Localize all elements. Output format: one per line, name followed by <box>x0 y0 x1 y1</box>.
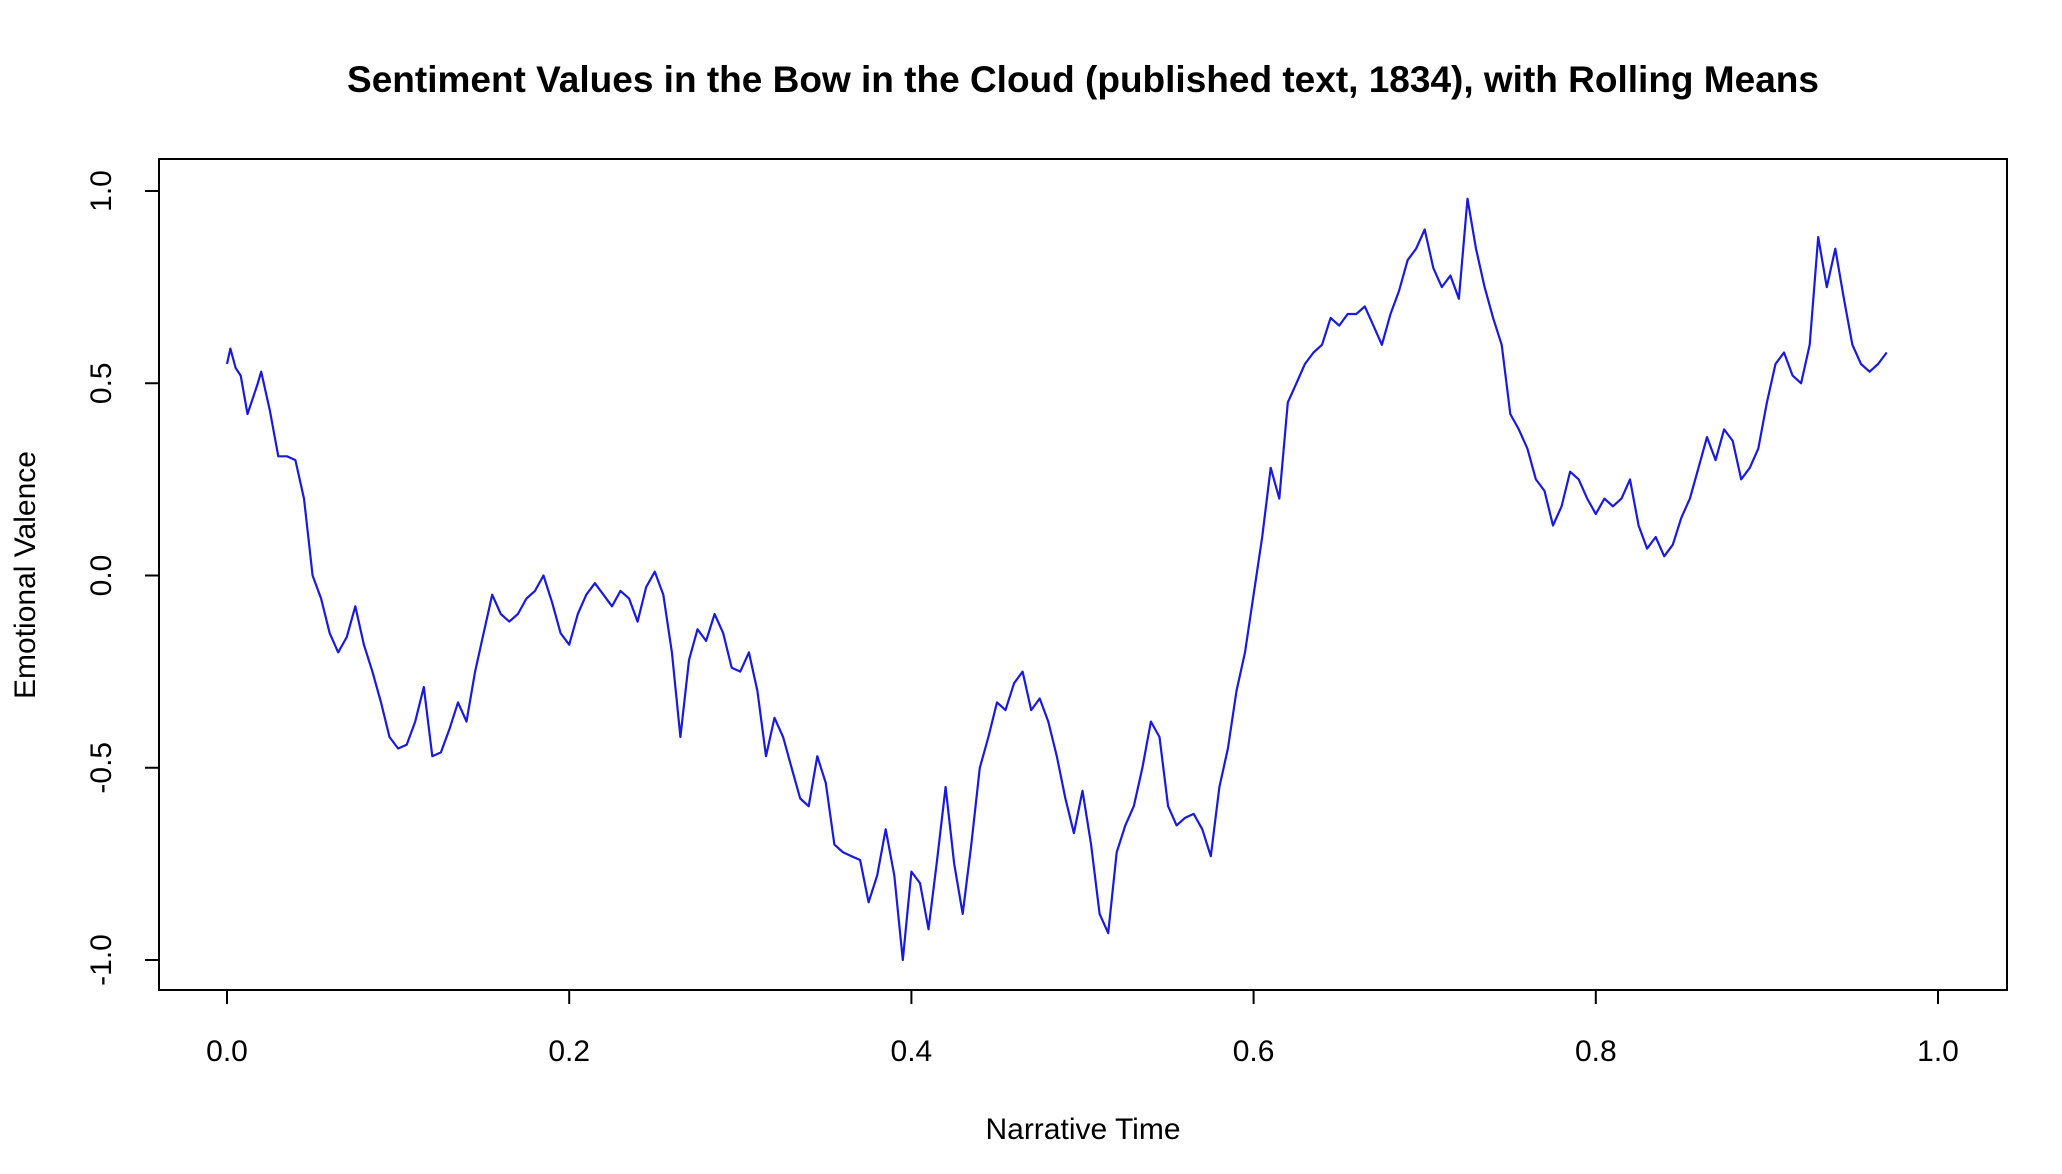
y-axis: -1.0 -0.5 0.0 0.5 1.0 <box>85 170 160 986</box>
plot-frame <box>158 158 2008 991</box>
y-tick-label: 0.0 <box>85 555 118 597</box>
y-tick-label: 0.5 <box>85 362 118 404</box>
x-tick-label: 0.0 <box>206 1035 248 1068</box>
y-tick-label: -0.5 <box>85 742 118 794</box>
y-tick-label: 1.0 <box>85 170 118 212</box>
series-layer <box>225 197 1888 962</box>
x-tick-label: 0.2 <box>548 1035 590 1068</box>
x-tick-label: 0.8 <box>1575 1035 1617 1068</box>
x-axis: 0.0 0.2 0.4 0.6 0.8 1.0 <box>206 989 1959 1068</box>
y-axis-label: Emotional Valence <box>9 451 42 699</box>
x-axis-label: Narrative Time <box>985 1113 1180 1146</box>
y-tick-label: -1.0 <box>85 934 118 986</box>
x-tick-label: 0.4 <box>891 1035 933 1068</box>
series-line <box>225 197 1888 962</box>
chart-title: Sentiment Values in the Bow in the Cloud… <box>347 59 1819 100</box>
x-tick-label: 0.6 <box>1233 1035 1275 1068</box>
x-tick-label: 1.0 <box>1917 1035 1959 1068</box>
